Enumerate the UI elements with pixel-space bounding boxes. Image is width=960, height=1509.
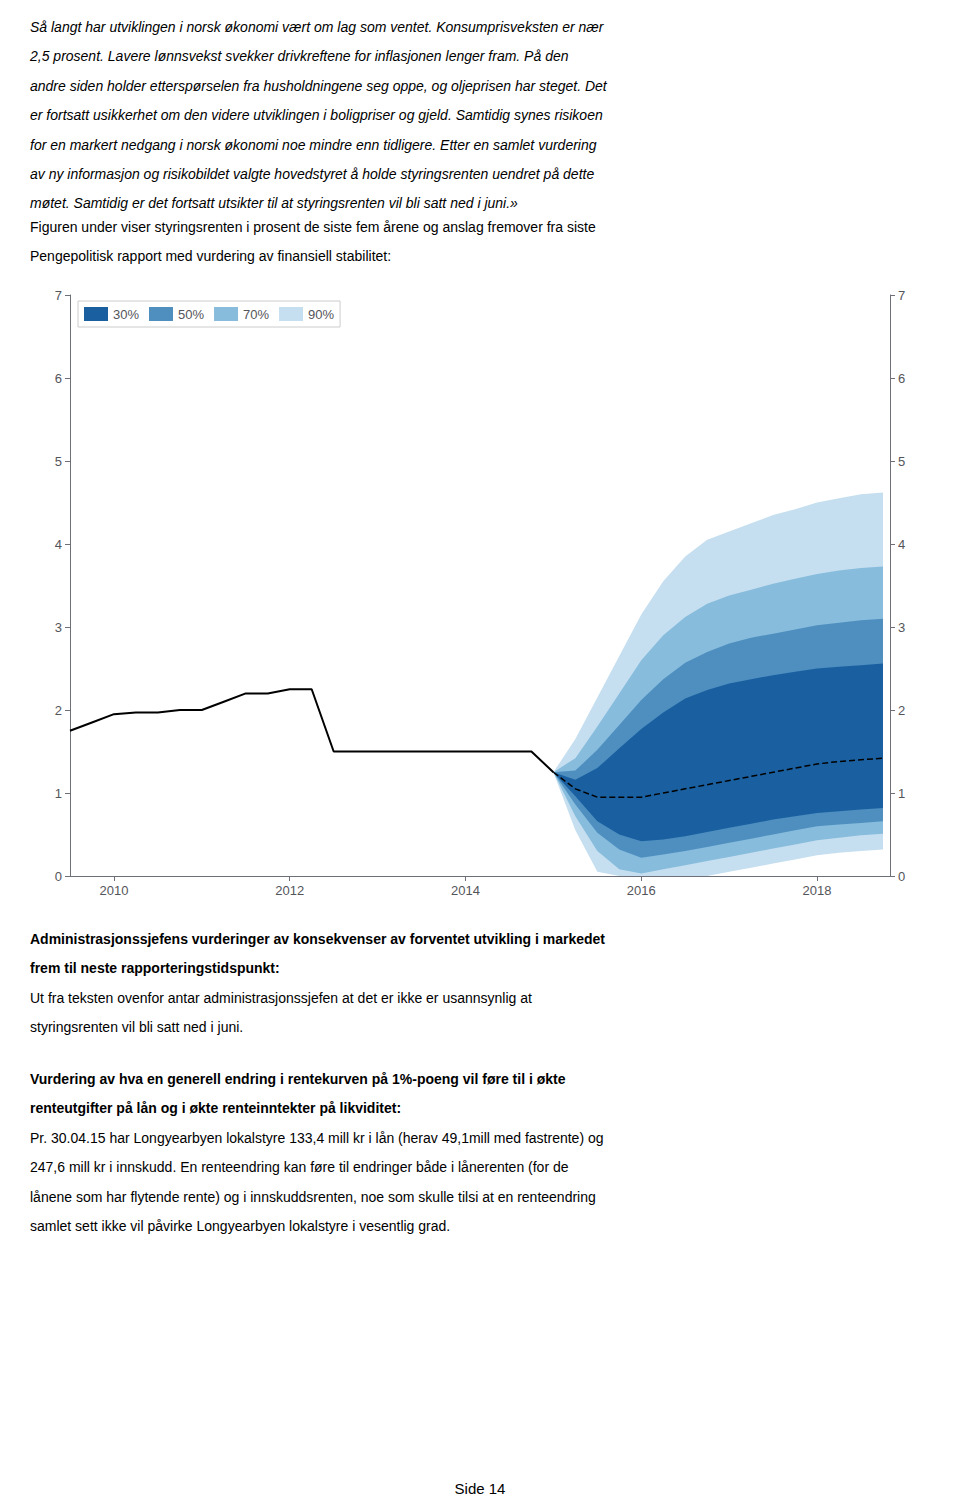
html-text:247,6 mill kr i innskudd. En r: 247,6 mill kr i innskudd. En renteendrin…: [30, 1159, 569, 1176]
svg-text:2018: 2018: [803, 883, 832, 898]
svg-text:4: 4: [898, 537, 905, 552]
svg-text:7: 7: [898, 288, 905, 303]
svg-text:1: 1: [898, 786, 905, 801]
svg-text:2010: 2010: [99, 883, 128, 898]
svg-text:5: 5: [898, 454, 905, 469]
html-text:styringsrenten vil bli satt ne: styringsrenten vil bli satt ned i juni.: [30, 1019, 244, 1036]
svg-text:1: 1: [55, 786, 62, 801]
svg-text:2016: 2016: [627, 883, 656, 898]
svg-text:6: 6: [898, 371, 905, 386]
svg-text:50%: 50%: [178, 307, 204, 322]
svg-text:0: 0: [898, 869, 905, 884]
html-text:er fortsatt usikkerhet om den: er fortsatt usikkerhet om den videre utv…: [30, 107, 603, 124]
html-text:av ny informasjon og risikobil: av ny informasjon og risikobildet valgte…: [30, 166, 595, 182]
html-text:møtet. Samtidig er det fortsat: møtet. Samtidig er det fortsatt utsikter…: [30, 195, 518, 212]
svg-text:3: 3: [55, 620, 62, 635]
svg-text:30%: 30%: [113, 307, 139, 322]
html-text:Pengepolitisk rapport med vurd: Pengepolitisk rapport med vurdering av f…: [30, 248, 392, 265]
html-text:frem til neste rapporteringsti: frem til neste rapporteringstidspunkt:: [30, 960, 280, 977]
html-text:Så langt har utviklingen i nor: Så langt har utviklingen i norsk økonomi…: [30, 19, 604, 35]
svg-text:6: 6: [55, 371, 62, 386]
svg-text:2: 2: [55, 703, 62, 718]
html-text:Pr. 30.04.15 har Longyearbyen: Pr. 30.04.15 har Longyearbyen lokalstyre…: [30, 1129, 604, 1146]
html-text:samlet sett ikke vil påvirke L: samlet sett ikke vil påvirke Longyearbye…: [30, 1218, 451, 1234]
svg-text:70%: 70%: [243, 307, 269, 322]
html-text:Figuren under viser styringsre: Figuren under viser styringsrenten i pro…: [30, 219, 596, 235]
svg-text:7: 7: [55, 288, 62, 303]
html-text:for en markert nedgang i norsk: for en markert nedgang i norsk økonomi n…: [30, 136, 597, 153]
svg-text:2014: 2014: [451, 883, 480, 898]
html-text:Administrasjonssjefens vurderi: Administrasjonssjefens vurderinger av ko…: [30, 931, 605, 947]
svg-text:2012: 2012: [275, 883, 304, 898]
svg-text:90%: 90%: [308, 307, 334, 322]
html-text:renteutgifter på lån og i økte: renteutgifter på lån og i økte renteinnt…: [30, 1100, 402, 1117]
html-text:Ut fra teksten ovenfor antar a: Ut fra teksten ovenfor antar administras…: [30, 989, 532, 1006]
svg-text:4: 4: [55, 537, 62, 552]
html-text:lånene som har flytende rente): lånene som har flytende rente) og i inns…: [30, 1188, 596, 1205]
html-text:Side 14: Side 14: [454, 1480, 506, 1497]
html-text:2,5 prosent. Lavere lønnsvekst: 2,5 prosent. Lavere lønnsvekst svekker d…: [30, 48, 569, 65]
svg-text:3: 3: [898, 620, 905, 635]
html-text:Vurdering av hva en generell e: Vurdering av hva en generell endring i r…: [30, 1071, 566, 1087]
svg-text:2: 2: [898, 703, 905, 718]
svg-text:0: 0: [55, 869, 62, 884]
html-text:andre siden holder etterspørse: andre siden holder etterspørselen fra hu…: [30, 77, 607, 94]
svg-text:5: 5: [55, 454, 62, 469]
